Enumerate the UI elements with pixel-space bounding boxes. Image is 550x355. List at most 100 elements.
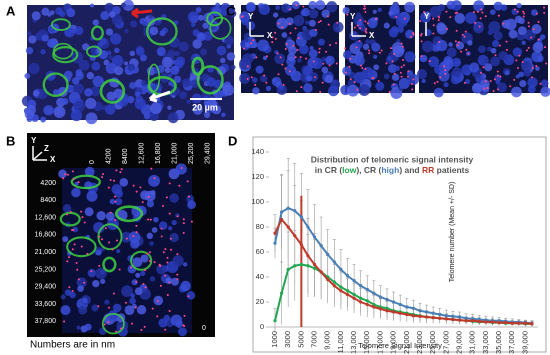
telomere	[364, 11, 367, 14]
nucleus	[135, 272, 141, 278]
nucleus	[391, 73, 400, 82]
telomere	[108, 241, 111, 244]
telomere	[467, 52, 470, 55]
nucleus	[465, 70, 471, 76]
nucleus	[404, 51, 416, 63]
point	[471, 319, 475, 323]
nucleus	[360, 25, 367, 32]
telomere	[411, 88, 414, 91]
nucleus	[360, 87, 367, 94]
x-tick-label: 37,000	[507, 331, 516, 354]
telomere	[77, 278, 80, 281]
telomere	[150, 167, 153, 170]
telomere	[318, 47, 321, 50]
telomere	[281, 26, 284, 29]
nucleus	[53, 106, 66, 118]
telomere	[71, 248, 74, 251]
nucleus	[85, 112, 98, 125]
point	[286, 206, 290, 210]
nucleus	[221, 112, 226, 118]
point	[517, 321, 521, 325]
nucleus	[167, 112, 179, 124]
point	[424, 310, 429, 314]
telomere	[182, 232, 185, 235]
point	[293, 234, 297, 238]
telomere	[164, 274, 167, 277]
nucleus	[275, 5, 280, 10]
nucleus	[342, 66, 352, 76]
telomere	[279, 56, 282, 59]
nucleus	[119, 177, 129, 187]
nucleus	[84, 207, 94, 217]
point	[398, 311, 402, 315]
telomere	[423, 10, 426, 13]
telomere	[479, 17, 482, 20]
nucleus	[527, 77, 538, 88]
axis-icon-label: Y	[248, 12, 254, 21]
nucleus	[274, 53, 286, 65]
point	[332, 260, 336, 264]
telomere	[125, 237, 128, 240]
point	[477, 319, 481, 323]
telomere	[252, 39, 255, 42]
x-tick-label: 23,000	[415, 331, 424, 354]
telomere	[146, 252, 149, 255]
telomere	[180, 167, 183, 170]
nucleus	[96, 211, 106, 221]
telomere	[437, 15, 440, 18]
point	[418, 309, 422, 313]
note: Numbers are in nm	[30, 340, 115, 351]
nucleus	[257, 39, 270, 52]
point	[345, 274, 350, 278]
telomere	[428, 60, 431, 63]
axis-icon	[32, 151, 43, 161]
telomere	[168, 281, 171, 284]
membrane	[90, 25, 104, 41]
telomere	[246, 65, 249, 68]
nucleus	[131, 279, 138, 286]
nucleus	[352, 31, 357, 36]
point	[464, 316, 468, 320]
telomere	[168, 310, 171, 313]
telomere	[153, 261, 156, 264]
b-left-tick: 37,800	[35, 318, 57, 325]
nucleus	[100, 10, 110, 21]
point	[286, 225, 290, 229]
chart-title: Distribution of telomeric signal intensi…	[311, 154, 474, 164]
nucleus	[514, 15, 523, 24]
nucleus	[132, 257, 143, 268]
point	[359, 300, 363, 304]
membrane	[50, 18, 71, 31]
nucleus	[239, 73, 251, 85]
y-axis-label: Telomere number (Mean +/- SD)	[449, 182, 456, 283]
nucleus	[116, 249, 121, 254]
telomere	[409, 36, 412, 39]
telomere	[493, 78, 496, 81]
arrow	[131, 7, 153, 19]
nucleus	[173, 75, 182, 84]
nucleus	[495, 79, 501, 85]
point	[273, 319, 277, 323]
nucleus	[397, 26, 405, 33]
nucleus	[252, 87, 260, 95]
nucleus	[64, 70, 73, 80]
telomere	[353, 26, 356, 29]
point	[293, 264, 297, 268]
nucleus	[128, 231, 141, 244]
nucleus	[174, 50, 180, 57]
telomere	[176, 253, 179, 256]
point	[332, 284, 336, 288]
point	[451, 317, 455, 322]
telomere	[131, 322, 134, 325]
nucleus	[178, 327, 187, 337]
telomere	[432, 32, 435, 35]
telomere	[72, 229, 75, 232]
telomere	[120, 168, 123, 171]
nucleus	[25, 46, 34, 55]
telomere	[295, 90, 298, 93]
point	[339, 285, 343, 289]
subtitle-text: patients	[434, 165, 469, 175]
telomere	[361, 67, 364, 70]
nucleus	[120, 231, 132, 243]
nucleus	[259, 74, 268, 83]
